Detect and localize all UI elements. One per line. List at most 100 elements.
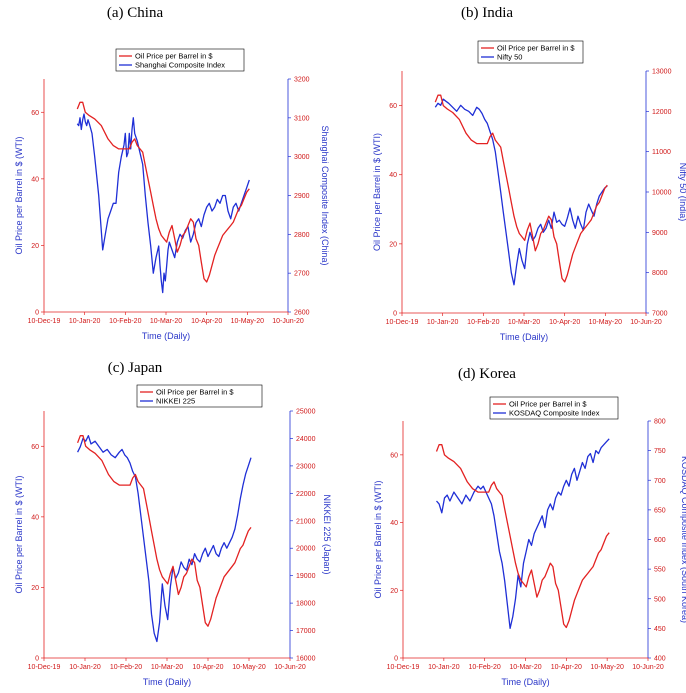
left-tick-label: 0 xyxy=(394,656,398,663)
y-axis-left-label: Oil Price per Barrel in $ (WTI) xyxy=(14,136,24,254)
chart-title: (c) Japan xyxy=(108,360,163,376)
x-tick-label: 10-May-20 xyxy=(589,319,623,326)
oil-price-series-line xyxy=(435,444,610,629)
chart-panel-a: (a) China 0 20 40 60 2600 2700 2800 2900 3000 3100… xyxy=(14,5,330,341)
right-tick-label: 18000 xyxy=(296,601,316,608)
right-tick-label: 2600 xyxy=(294,310,310,317)
right-tick-label: 13000 xyxy=(652,69,672,76)
right-tick-label: 12000 xyxy=(652,109,672,116)
left-tick-label: 0 xyxy=(35,656,39,663)
right-tick-label: 2700 xyxy=(294,271,310,278)
left-tick-label: 0 xyxy=(393,311,397,318)
y-axis-right-label: NIKKEI 225 (Japan) xyxy=(322,494,332,574)
x-tick-label: 10-Apr-20 xyxy=(192,664,223,671)
legend: Oil Price per Barrel in $NIKKEI 225 xyxy=(136,384,263,408)
x-tick-label: 10-Mar-20 xyxy=(150,318,182,325)
x-tick-label: 10-Jun-20 xyxy=(272,318,304,325)
x-tick-label: 10-Dec-19 xyxy=(28,318,61,325)
x-tick-label: 10-Dec-19 xyxy=(386,319,419,326)
x-tick-label: 10-Jan-20 xyxy=(69,318,101,325)
y-axis-right-label: Nifty 50 (India) xyxy=(678,163,686,222)
legend-entry: Shanghai Composite Index xyxy=(135,61,225,70)
y-axis-left-label: Oil Price per Barrel in $ (WTI) xyxy=(372,133,382,251)
x-tick-label: 10-Jun-20 xyxy=(630,319,662,326)
x-tick-label: 10-Feb-20 xyxy=(109,318,141,325)
y-axis-right-label: KOSDAQ Composite Index (South Korea) xyxy=(680,456,686,623)
chart-title: (b) India xyxy=(461,5,513,21)
legend-box xyxy=(477,40,584,64)
oil-price-series-line xyxy=(76,435,252,627)
chart-title: (a) China xyxy=(107,5,164,21)
right-tick-label: 650 xyxy=(654,507,666,514)
y-axis-right-label: Shanghai Composite Index (China) xyxy=(320,125,330,265)
left-tick-label: 0 xyxy=(35,310,39,317)
left-tick-label: 20 xyxy=(389,241,397,248)
right-tick-label: 16000 xyxy=(296,656,316,663)
right-tick-label: 2900 xyxy=(294,193,310,200)
x-tick-label: 10-Mar-20 xyxy=(508,319,540,326)
y-axis-left-label: Oil Price per Barrel in $ (WTI) xyxy=(373,480,383,598)
left-tick-label: 40 xyxy=(31,176,39,183)
right-tick-label: 600 xyxy=(654,537,666,544)
x-tick-label: 10-Feb-20 xyxy=(469,664,501,671)
x-tick-label: 10-May-20 xyxy=(590,664,624,671)
x-tick-label: 10-Apr-20 xyxy=(549,319,580,326)
right-tick-label: 9000 xyxy=(652,230,668,237)
right-tick-label: 3200 xyxy=(294,77,310,84)
legend-entry: KOSDAQ Composite Index xyxy=(509,409,600,418)
right-tick-label: 450 xyxy=(654,626,666,633)
left-tick-label: 40 xyxy=(390,520,398,527)
x-tick-label: 10-May-20 xyxy=(231,318,265,325)
left-tick-label: 40 xyxy=(31,514,39,521)
stock-index-series-line xyxy=(77,435,252,643)
legend-box xyxy=(115,48,245,72)
right-tick-label: 20000 xyxy=(296,546,316,553)
legend-entry: Nifty 50 xyxy=(497,53,522,62)
left-tick-label: 20 xyxy=(31,585,39,592)
x-tick-label: 10-Mar-20 xyxy=(509,664,541,671)
x-axis-label: Time (Daily) xyxy=(143,677,191,687)
x-tick-label: 10-Jun-20 xyxy=(632,664,664,671)
oil-price-series-line xyxy=(434,94,608,283)
x-tick-label: 10-Jan-20 xyxy=(428,664,460,671)
chart-title: (d) Korea xyxy=(458,366,516,382)
right-tick-label: 8000 xyxy=(652,270,668,277)
legend-entry: Oil Price per Barrel in $ xyxy=(497,44,575,53)
x-tick-label: 10-May-20 xyxy=(232,664,266,671)
x-tick-label: 10-Apr-20 xyxy=(551,664,582,671)
right-tick-label: 21000 xyxy=(296,518,316,525)
x-axis-label: Time (Daily) xyxy=(142,331,190,341)
x-tick-label: 10-Mar-20 xyxy=(151,664,183,671)
x-tick-label: 10-Feb-20 xyxy=(467,319,499,326)
x-tick-label: 10-Jan-20 xyxy=(427,319,459,326)
right-tick-label: 800 xyxy=(654,419,666,426)
x-tick-label: 10-Feb-20 xyxy=(110,664,142,671)
right-tick-label: 2800 xyxy=(294,232,310,239)
right-tick-label: 22000 xyxy=(296,491,316,498)
x-tick-label: 10-Jan-20 xyxy=(69,664,101,671)
right-tick-label: 17000 xyxy=(296,628,316,635)
left-tick-label: 60 xyxy=(31,444,39,451)
chart-panel-c: (c) Japan 0 20 40 60 16000 17000 18000 19000 2000… xyxy=(14,360,332,687)
legend-entry: NIKKEI 225 xyxy=(156,397,195,406)
x-tick-label: 10-Dec-19 xyxy=(387,664,420,671)
right-tick-label: 23000 xyxy=(296,463,316,470)
right-tick-label: 550 xyxy=(654,567,666,574)
left-tick-label: 60 xyxy=(31,110,39,117)
x-axis-label: Time (Daily) xyxy=(500,332,548,342)
stock-index-series-line xyxy=(76,113,250,294)
left-tick-label: 20 xyxy=(390,588,398,595)
legend-entry: Oil Price per Barrel in $ xyxy=(135,52,213,61)
legend-entry: Oil Price per Barrel in $ xyxy=(156,388,234,397)
x-axis-label: Time (Daily) xyxy=(501,677,549,687)
stock-index-series-line xyxy=(436,438,610,630)
legend: Oil Price per Barrel in $Nifty 50 xyxy=(477,40,584,64)
right-tick-label: 3000 xyxy=(294,154,310,161)
right-tick-label: 10000 xyxy=(652,190,672,197)
right-tick-label: 400 xyxy=(654,656,666,663)
chart-panel-d: (d) Korea 0 20 40 60 400 450 500 550 600 650 700 750… xyxy=(373,366,686,687)
left-tick-label: 40 xyxy=(389,172,397,179)
x-tick-label: 10-Jun-20 xyxy=(274,664,306,671)
legend: Oil Price per Barrel in $Shanghai Compos… xyxy=(115,48,245,72)
